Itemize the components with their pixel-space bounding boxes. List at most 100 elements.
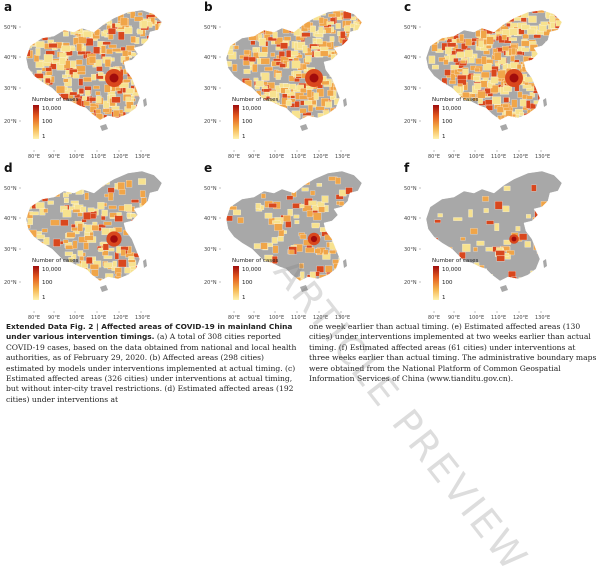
city-cell: [263, 123, 271, 129]
city-cell: [52, 286, 59, 292]
city-cell: [130, 68, 139, 77]
city-cell: [522, 84, 532, 89]
city-cell: [36, 14, 44, 20]
city-cell: [283, 215, 291, 222]
city-cell: [261, 72, 270, 81]
city-cell: [255, 124, 260, 130]
legend-tick-label: 1: [42, 295, 46, 301]
map-panel-f: 50°N 40°N 30°N 20°N 80°E 90°E 100°E 110°E 120°E 1…: [402, 161, 598, 321]
city-cell: [258, 37, 266, 47]
city-cell: [552, 122, 559, 129]
city-cell: [132, 234, 139, 240]
city-cell: [126, 125, 135, 131]
city-cell: [81, 14, 87, 21]
city-cell: [551, 80, 557, 87]
city-cell: [272, 245, 279, 254]
map-panel-c: 50°N 40°N 30°N 20°N 80°E 90°E 100°E 110°E 120°E 1…: [402, 0, 598, 160]
city-cell: [535, 71, 543, 78]
city-cell: [493, 122, 499, 129]
latitude-label: 50°N: [404, 186, 417, 192]
city-cell: [282, 16, 287, 23]
city-cell: [269, 90, 277, 99]
city-cell: [537, 123, 545, 128]
taiwan-outline: [543, 259, 547, 268]
city-cell: [447, 42, 457, 48]
city-cell: [118, 284, 126, 288]
city-cell: [89, 118, 97, 120]
city-cell: [142, 47, 148, 55]
city-cell: [39, 24, 49, 33]
hainan-outline: [300, 124, 308, 131]
city-cell: [85, 10, 92, 16]
city-cell: [325, 63, 335, 69]
city-cell: [559, 79, 562, 83]
city-cell: [480, 30, 487, 39]
city-cell: [93, 278, 102, 281]
latitude-label: 30°N: [4, 86, 17, 92]
city-cell: [32, 178, 41, 184]
city-cell: [156, 32, 162, 37]
city-cell: [226, 249, 233, 256]
city-cell: [158, 49, 162, 54]
city-cell: [277, 23, 286, 27]
city-cell: [490, 23, 498, 32]
city-cell: [27, 36, 32, 42]
city-cell: [252, 115, 257, 119]
city-cell: [89, 10, 95, 17]
city-cell: [491, 117, 499, 120]
city-cell: [547, 109, 556, 117]
city-cell: [127, 70, 133, 77]
city-cell: [555, 45, 561, 52]
city-cell: [502, 46, 510, 52]
city-cell: [535, 234, 545, 239]
city-cell: [88, 56, 97, 64]
city-cell: [137, 12, 143, 16]
legend-tick-label: 10,000: [42, 106, 62, 112]
city-cell: [316, 38, 323, 45]
city-cell: [530, 270, 536, 279]
city-cell: [97, 13, 106, 22]
city-cell: [134, 233, 142, 242]
city-cell: [469, 124, 477, 130]
city-cell: [474, 107, 484, 116]
city-cell: [252, 47, 258, 53]
city-cell: [83, 277, 91, 281]
longitude-label: 90°E: [448, 315, 460, 321]
city-cell: [526, 214, 531, 219]
city-cell: [26, 246, 33, 254]
city-cell: [558, 61, 562, 67]
city-cell: [61, 45, 71, 52]
city-cell: [535, 71, 541, 77]
city-cell: [558, 39, 562, 45]
city-cell: [459, 33, 465, 42]
city-cell: [141, 83, 151, 89]
city-cell: [153, 124, 160, 127]
china-border: [225, 9, 363, 121]
city-cell: [96, 13, 102, 18]
city-cell: [157, 102, 162, 107]
city-cell: [471, 13, 480, 22]
city-cell: [42, 10, 47, 19]
city-cell: [62, 74, 68, 79]
city-cell: [349, 67, 358, 73]
city-cell: [255, 10, 265, 17]
city-cell: [243, 49, 251, 55]
city-cell: [283, 36, 292, 41]
city-cell: [26, 34, 30, 43]
city-cell: [472, 125, 478, 129]
city-cell: [100, 16, 110, 22]
city-cell: [468, 117, 474, 120]
city-cell: [97, 179, 104, 187]
city-cell: [81, 13, 89, 18]
city-cell: [250, 40, 256, 46]
city-cell: [130, 11, 136, 19]
city-cell: [287, 208, 293, 217]
city-cell: [126, 274, 133, 281]
city-cell: [149, 106, 158, 115]
city-cell: [557, 112, 562, 118]
city-cell: [103, 221, 112, 226]
city-cell: [467, 20, 477, 30]
city-cell: [356, 84, 362, 90]
city-cell: [456, 51, 465, 59]
city-cell: [458, 10, 468, 15]
